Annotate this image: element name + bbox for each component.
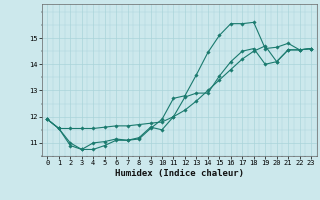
X-axis label: Humidex (Indice chaleur): Humidex (Indice chaleur) [115, 169, 244, 178]
